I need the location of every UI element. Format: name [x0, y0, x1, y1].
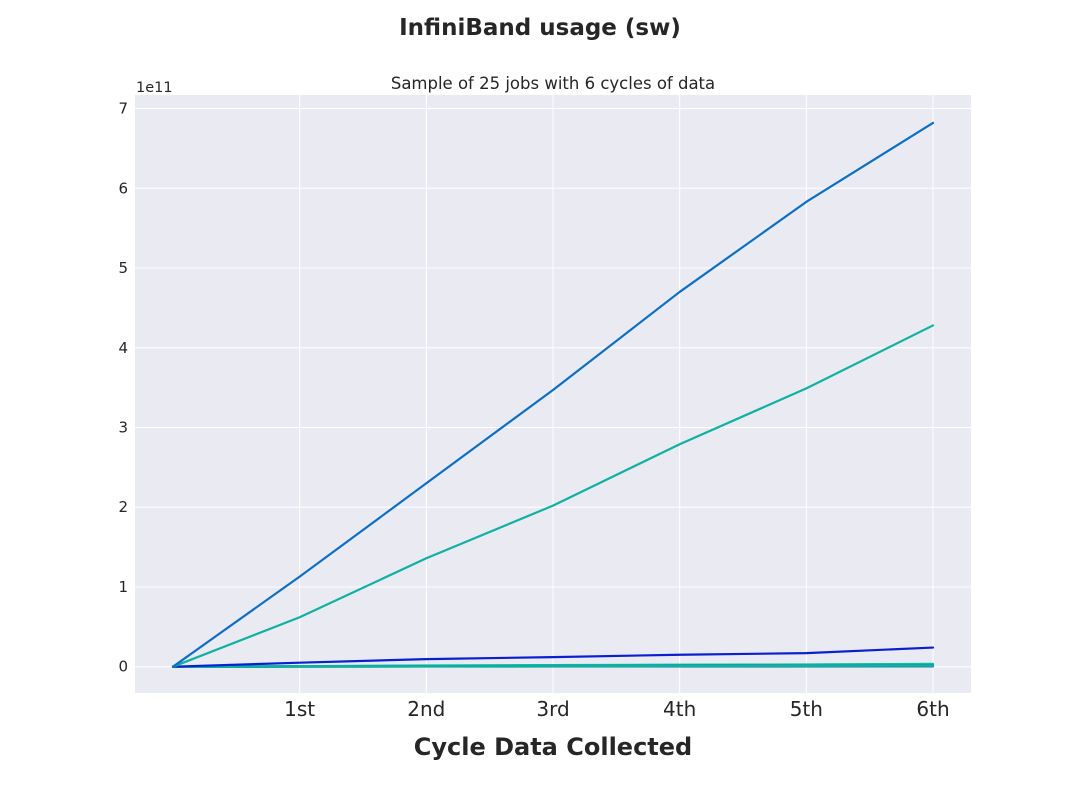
series-line-10 [171, 324, 935, 668]
y-tick-label: 0 [118, 658, 128, 676]
series-lines [171, 121, 935, 668]
y-tick-label: 2 [118, 498, 128, 516]
series-line-8 [171, 664, 935, 668]
x-tick-label: 1st [284, 697, 315, 721]
x-tick-label: 3rd [536, 697, 569, 721]
y-tick-label: 1 [118, 578, 128, 596]
series-line-11 [171, 121, 935, 668]
y-tick-label: 6 [118, 179, 128, 197]
series-line-9 [171, 646, 935, 668]
chart-title: InfiniBand usage (sw) [399, 15, 681, 41]
y-tick-label: 5 [118, 259, 128, 277]
y-axis-offset-label: 1e11 [136, 80, 173, 96]
y-tick-label: 7 [118, 100, 128, 118]
y-tick-label: 3 [118, 418, 128, 436]
chart-subtitle: Sample of 25 jobs with 6 cycles of data [391, 74, 715, 93]
y-tick-label: 4 [118, 339, 128, 357]
y-axis-ticks: 0 1 2 3 4 5 6 7 [118, 100, 128, 676]
grid-lines [135, 95, 971, 693]
x-tick-label: 5th [790, 697, 823, 721]
x-tick-label: 2nd [407, 697, 445, 721]
x-axis-ticks: 1st 2nd 3rd 4th 5th 6th [284, 697, 949, 721]
x-tick-label: 4th [663, 697, 696, 721]
x-tick-label: 6th [916, 697, 949, 721]
x-axis-label: Cycle Data Collected [414, 733, 692, 761]
